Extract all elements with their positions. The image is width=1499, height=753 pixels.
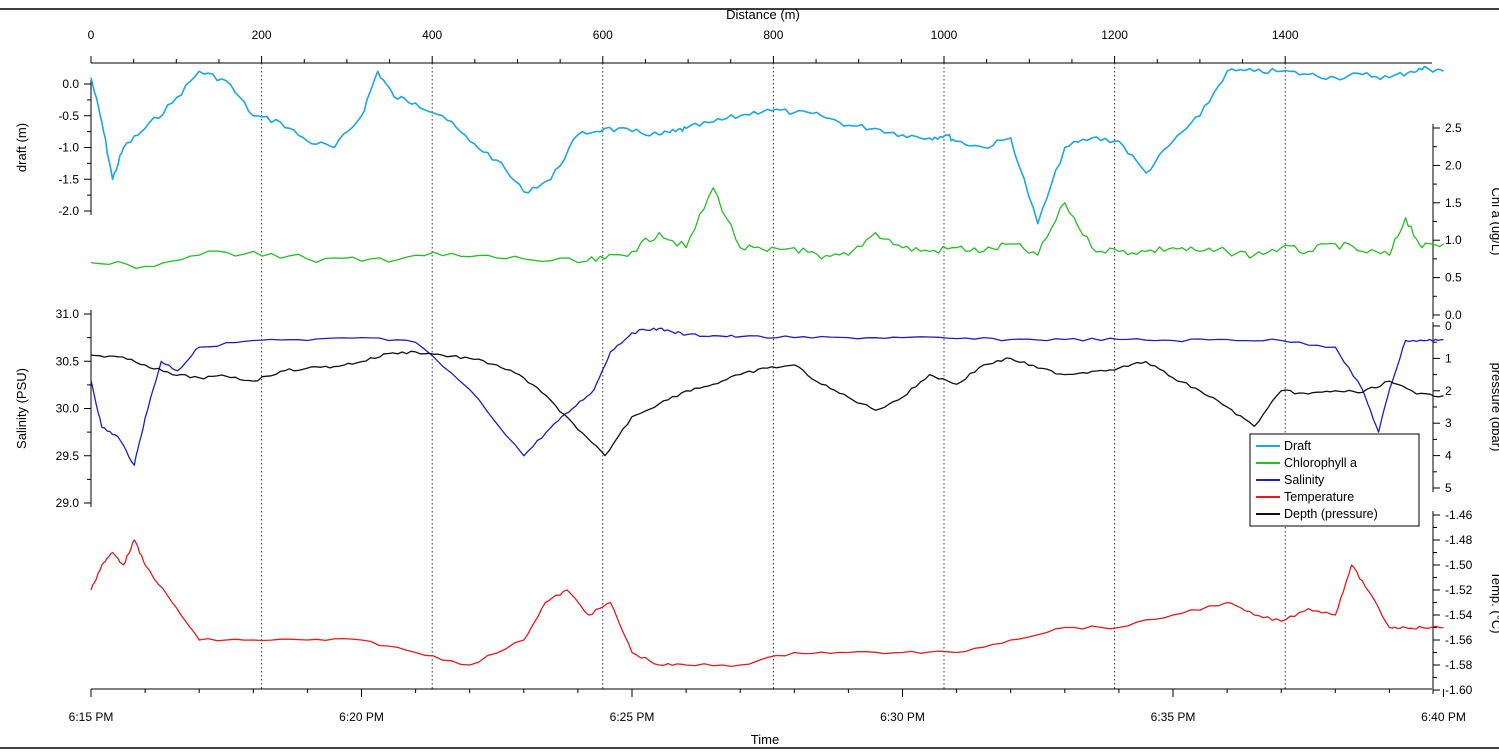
chl-tick-label: 1.5	[1445, 196, 1462, 210]
pressure-tick-label: 0	[1445, 319, 1452, 333]
legend-entry-1: Chlorophyll a	[1284, 456, 1357, 470]
pressure-axis-label: pressure (dbar)	[1489, 363, 1499, 452]
top-axis-tick-label: 200	[252, 28, 272, 42]
bottom-axis-label: Time	[751, 732, 779, 747]
temperature-tick-label: -1.52	[1445, 583, 1473, 597]
pressure-tick-label: 2	[1445, 384, 1452, 398]
top-axis-tick-label: 800	[763, 28, 783, 42]
top-axis-tick-label: 1400	[1272, 28, 1299, 42]
top-axis-tick-label: 400	[422, 28, 442, 42]
top-axis-tick-label: 1200	[1101, 28, 1128, 42]
salinity-tick-label: 30.5	[56, 354, 80, 368]
legend-entry-4: Depth (pressure)	[1284, 507, 1378, 521]
draft-tick-label: -1.0	[58, 141, 79, 155]
temperature-tick-label: -1.50	[1445, 558, 1473, 572]
bottom-axis-tick-label: 6:40 PM	[1421, 710, 1466, 724]
top-axis-tick-label: 600	[593, 28, 613, 42]
legend-entry-3: Temperature	[1284, 490, 1354, 504]
chl-axis-label: Chl a (ug/L)	[1489, 188, 1499, 256]
salinity-tick-label: 30.0	[56, 402, 80, 416]
bottom-axis-tick-label: 6:15 PM	[69, 710, 114, 724]
bottom-axis-tick-label: 6:25 PM	[610, 710, 655, 724]
temperature-axis-label: Temp. (°C)	[1489, 571, 1499, 633]
salinity-tick-label: 31.0	[56, 307, 80, 321]
top-axis-tick-label: 1000	[931, 28, 958, 42]
series-line-2	[90, 327, 1444, 466]
axes-group: 0 200 400 600 800 1000 1200 1400 6:15 PM 6:20 PM 6…	[14, 28, 1499, 724]
series-line-4	[90, 350, 1444, 457]
pressure-tick-label: 1	[1445, 351, 1452, 365]
top-axis-tick-label: 0	[88, 28, 95, 42]
vertical-gridlines	[261, 63, 1286, 689]
draft-axis-label: draft (m)	[14, 123, 29, 172]
series-line-0	[90, 65, 1444, 225]
bottom-axis-tick-label: 6:35 PM	[1151, 710, 1196, 724]
pressure-tick-label: 4	[1445, 449, 1452, 463]
bottom-axis-tick-label: 6:30 PM	[880, 710, 925, 724]
chl-tick-label: 1.0	[1445, 233, 1462, 247]
legend: Draft Chlorophyll a Salinity Temperature Dep…	[1249, 433, 1420, 527]
chl-tick-label: 2.5	[1445, 121, 1462, 135]
series-line-1	[90, 187, 1444, 270]
chl-tick-label: 2.0	[1445, 158, 1462, 172]
salinity-tick-label: 29.0	[56, 496, 80, 510]
pressure-tick-label: 5	[1445, 481, 1452, 495]
draft-tick-label: -1.5	[58, 172, 79, 186]
draft-tick-label: -2.0	[58, 204, 79, 218]
chl-tick-label: 0.5	[1445, 271, 1462, 285]
top-axis-label: Distance (m)	[726, 7, 800, 22]
bottom-axis-tick-label: 6:20 PM	[339, 710, 384, 724]
temperature-tick-label: -1.58	[1445, 658, 1473, 672]
temperature-tick-label: -1.46	[1445, 508, 1473, 522]
series-line-3	[90, 539, 1444, 668]
chl-tick-label: 0.0	[1445, 308, 1462, 322]
temperature-tick-label: -1.54	[1445, 608, 1473, 622]
salinity-axis-label: Salinity (PSU)	[14, 368, 29, 449]
salinity-tick-label: 29.5	[56, 449, 80, 463]
draft-tick-label: -0.5	[58, 109, 79, 123]
temperature-tick-label: -1.56	[1445, 633, 1473, 647]
legend-entry-2: Salinity	[1284, 473, 1325, 487]
pressure-tick-label: 3	[1445, 416, 1452, 430]
draft-tick-label: 0.0	[62, 77, 79, 91]
temperature-tick-label: -1.48	[1445, 533, 1473, 547]
temperature-tick-label: -1.60	[1445, 683, 1473, 697]
series-group	[90, 65, 1444, 668]
legend-entry-0: Draft	[1284, 439, 1312, 453]
